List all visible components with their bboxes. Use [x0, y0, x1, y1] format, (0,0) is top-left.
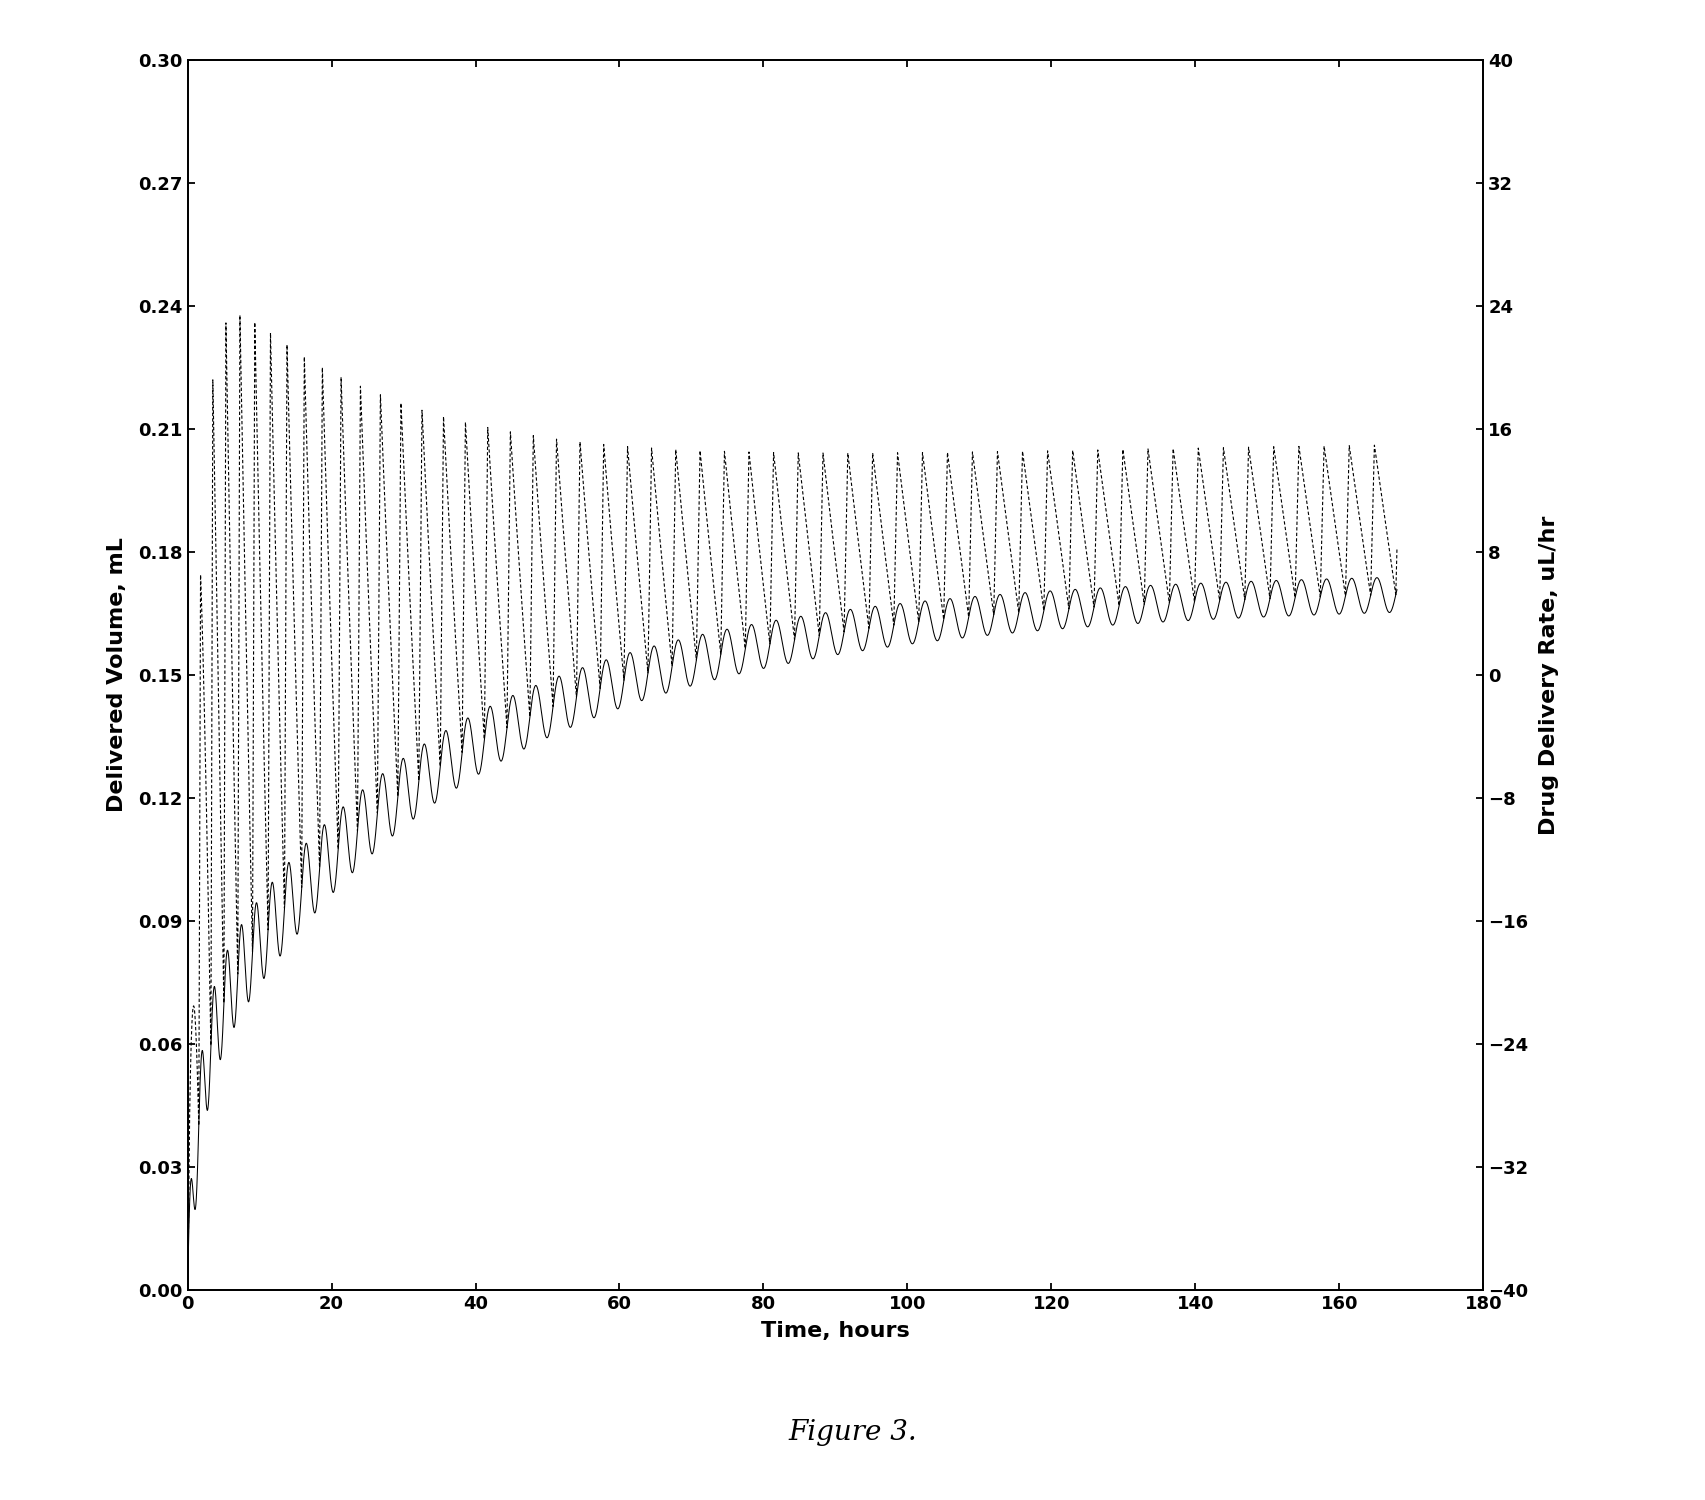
Y-axis label: Delivered Volume, mL: Delivered Volume, mL [107, 537, 128, 813]
Y-axis label: Drug Delivery Rate, uL/hr: Drug Delivery Rate, uL/hr [1540, 516, 1560, 834]
X-axis label: Time, hours: Time, hours [760, 1322, 910, 1341]
Text: Figure 3.: Figure 3. [788, 1419, 917, 1446]
